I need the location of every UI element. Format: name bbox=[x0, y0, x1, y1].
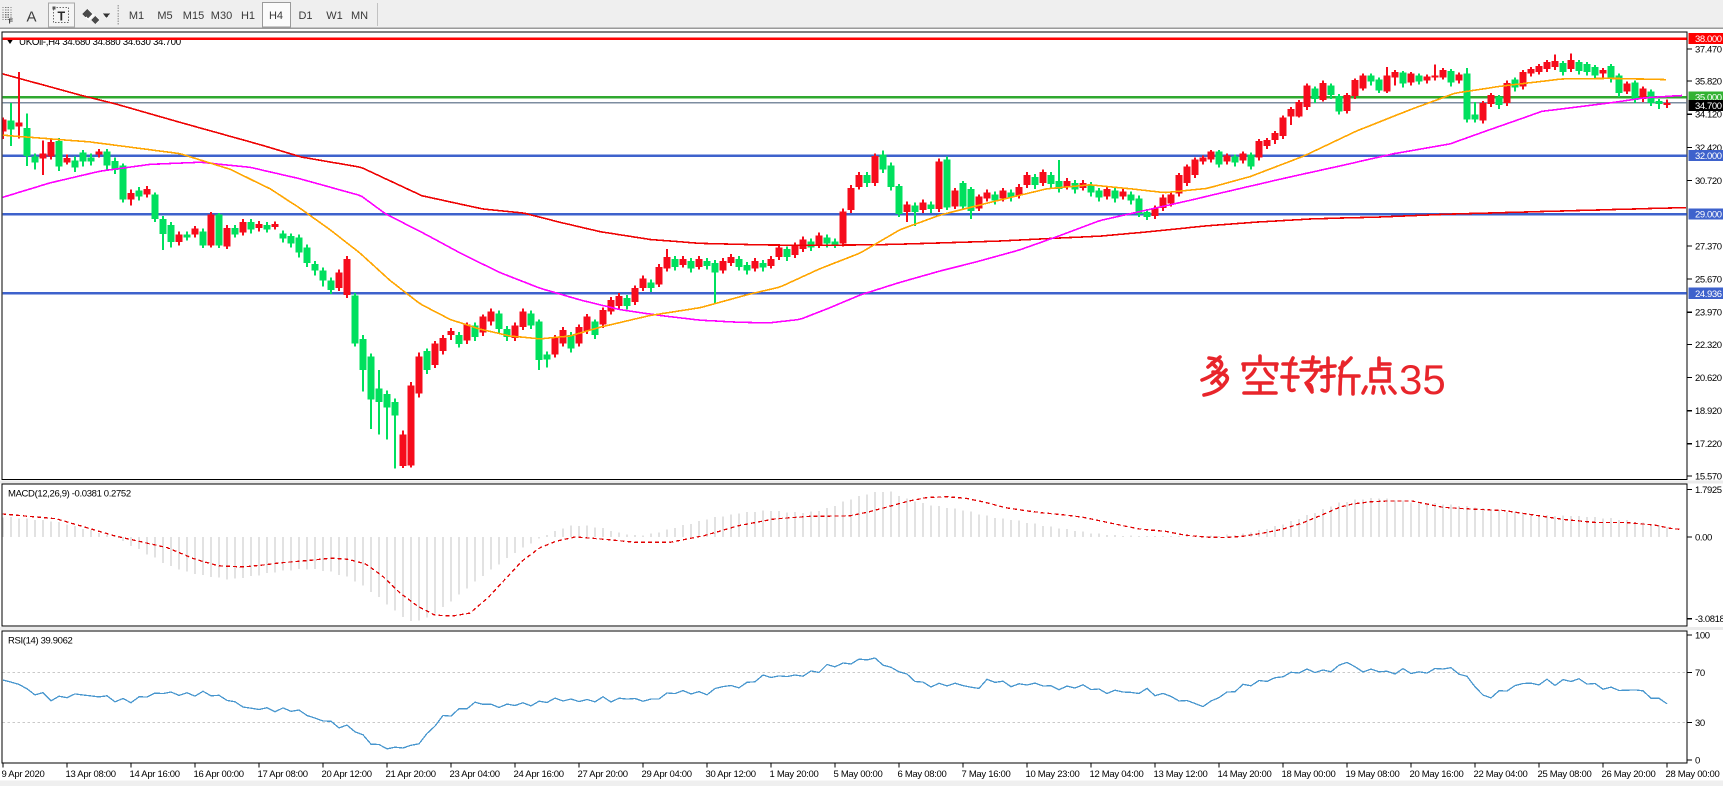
svg-text:37.470: 37.470 bbox=[1695, 44, 1722, 55]
svg-text:23.970: 23.970 bbox=[1695, 308, 1722, 319]
svg-text:32.420: 32.420 bbox=[1695, 143, 1722, 154]
svg-text:34.700: 34.700 bbox=[1695, 101, 1722, 112]
svg-text:H1: H1 bbox=[241, 10, 255, 22]
svg-text:30: 30 bbox=[1695, 718, 1705, 729]
svg-text:22 May 04:00: 22 May 04:00 bbox=[1474, 769, 1528, 780]
svg-text:22.320: 22.320 bbox=[1695, 340, 1722, 351]
svg-text:15.570: 15.570 bbox=[1695, 471, 1722, 482]
svg-text:25 May 08:00: 25 May 08:00 bbox=[1538, 769, 1592, 780]
svg-text:70: 70 bbox=[1695, 668, 1705, 679]
svg-text:10 May 23:00: 10 May 23:00 bbox=[1026, 769, 1080, 780]
svg-text:20 Apr 12:00: 20 Apr 12:00 bbox=[322, 769, 372, 780]
svg-text:28 May 00:00: 28 May 00:00 bbox=[1666, 769, 1720, 780]
svg-text:6 May 08:00: 6 May 08:00 bbox=[898, 769, 947, 780]
svg-text:30.720: 30.720 bbox=[1695, 176, 1722, 187]
svg-text:12 May 04:00: 12 May 04:00 bbox=[1090, 769, 1144, 780]
svg-text:M5: M5 bbox=[157, 10, 172, 22]
svg-text:35.820: 35.820 bbox=[1695, 77, 1722, 88]
svg-text:20.620: 20.620 bbox=[1695, 373, 1722, 384]
svg-text:MN: MN bbox=[351, 10, 368, 22]
svg-text:38.000: 38.000 bbox=[1695, 34, 1722, 45]
svg-text:W1: W1 bbox=[326, 10, 343, 22]
svg-text:27.370: 27.370 bbox=[1695, 241, 1722, 252]
svg-text:35: 35 bbox=[1399, 356, 1446, 403]
svg-text:24 Apr 16:00: 24 Apr 16:00 bbox=[514, 769, 564, 780]
svg-text:30 Apr 12:00: 30 Apr 12:00 bbox=[706, 769, 756, 780]
svg-text:24.936: 24.936 bbox=[1695, 289, 1722, 300]
svg-text:25.670: 25.670 bbox=[1695, 274, 1722, 285]
svg-text:26 May 20:00: 26 May 20:00 bbox=[1602, 769, 1656, 780]
svg-text:0.00: 0.00 bbox=[1695, 532, 1712, 543]
svg-text:17.220: 17.220 bbox=[1695, 439, 1722, 450]
svg-text:13 May 12:00: 13 May 12:00 bbox=[1154, 769, 1208, 780]
svg-text:17 Apr 08:00: 17 Apr 08:00 bbox=[258, 769, 308, 780]
svg-text:MACD(12,26,9) -0.0381 0.2752: MACD(12,26,9) -0.0381 0.2752 bbox=[8, 489, 131, 500]
svg-text:21 Apr 20:00: 21 Apr 20:00 bbox=[386, 769, 436, 780]
svg-text:29 Apr 04:00: 29 Apr 04:00 bbox=[642, 769, 692, 780]
svg-text:19 May 08:00: 19 May 08:00 bbox=[1346, 769, 1400, 780]
svg-text:35.000: 35.000 bbox=[1695, 93, 1722, 104]
svg-text:F: F bbox=[9, 17, 14, 26]
svg-text:29.000: 29.000 bbox=[1695, 210, 1722, 221]
svg-text:16 Apr 00:00: 16 Apr 00:00 bbox=[194, 769, 244, 780]
svg-text:D1: D1 bbox=[298, 10, 312, 22]
svg-text:100: 100 bbox=[1695, 630, 1710, 641]
svg-text:1.7925: 1.7925 bbox=[1695, 485, 1722, 496]
svg-text:14 May 20:00: 14 May 20:00 bbox=[1218, 769, 1272, 780]
svg-text:M30: M30 bbox=[211, 10, 232, 22]
svg-text:0: 0 bbox=[1695, 755, 1700, 766]
svg-text:-3.0818: -3.0818 bbox=[1695, 614, 1723, 625]
svg-text:H4: H4 bbox=[269, 10, 283, 22]
svg-text:7 May 16:00: 7 May 16:00 bbox=[962, 769, 1011, 780]
svg-text:13 Apr 08:00: 13 Apr 08:00 bbox=[66, 769, 116, 780]
svg-text:UKOil-,H4 34.680 34.880 34.63: UKOil-,H4 34.680 34.880 34.630 34.700 bbox=[19, 37, 182, 48]
svg-text:M1: M1 bbox=[129, 10, 144, 22]
svg-text:18.920: 18.920 bbox=[1695, 406, 1722, 417]
svg-text:T: T bbox=[58, 10, 66, 24]
svg-text:23 Apr 04:00: 23 Apr 04:00 bbox=[450, 769, 500, 780]
svg-text:32.000: 32.000 bbox=[1695, 151, 1722, 162]
svg-text:18 May 00:00: 18 May 00:00 bbox=[1282, 769, 1336, 780]
svg-text:RSI(14) 39.9062: RSI(14) 39.9062 bbox=[8, 636, 73, 647]
svg-text:14 Apr 16:00: 14 Apr 16:00 bbox=[130, 769, 180, 780]
svg-text:5 May 00:00: 5 May 00:00 bbox=[834, 769, 883, 780]
svg-text:27 Apr 20:00: 27 Apr 20:00 bbox=[578, 769, 628, 780]
svg-text:A: A bbox=[27, 9, 37, 26]
svg-text:1 May 20:00: 1 May 20:00 bbox=[770, 769, 819, 780]
svg-text:9 Apr 2020: 9 Apr 2020 bbox=[2, 769, 45, 780]
svg-text:34.120: 34.120 bbox=[1695, 110, 1722, 121]
svg-text:20 May 16:00: 20 May 16:00 bbox=[1410, 769, 1464, 780]
svg-text:M15: M15 bbox=[183, 10, 204, 22]
